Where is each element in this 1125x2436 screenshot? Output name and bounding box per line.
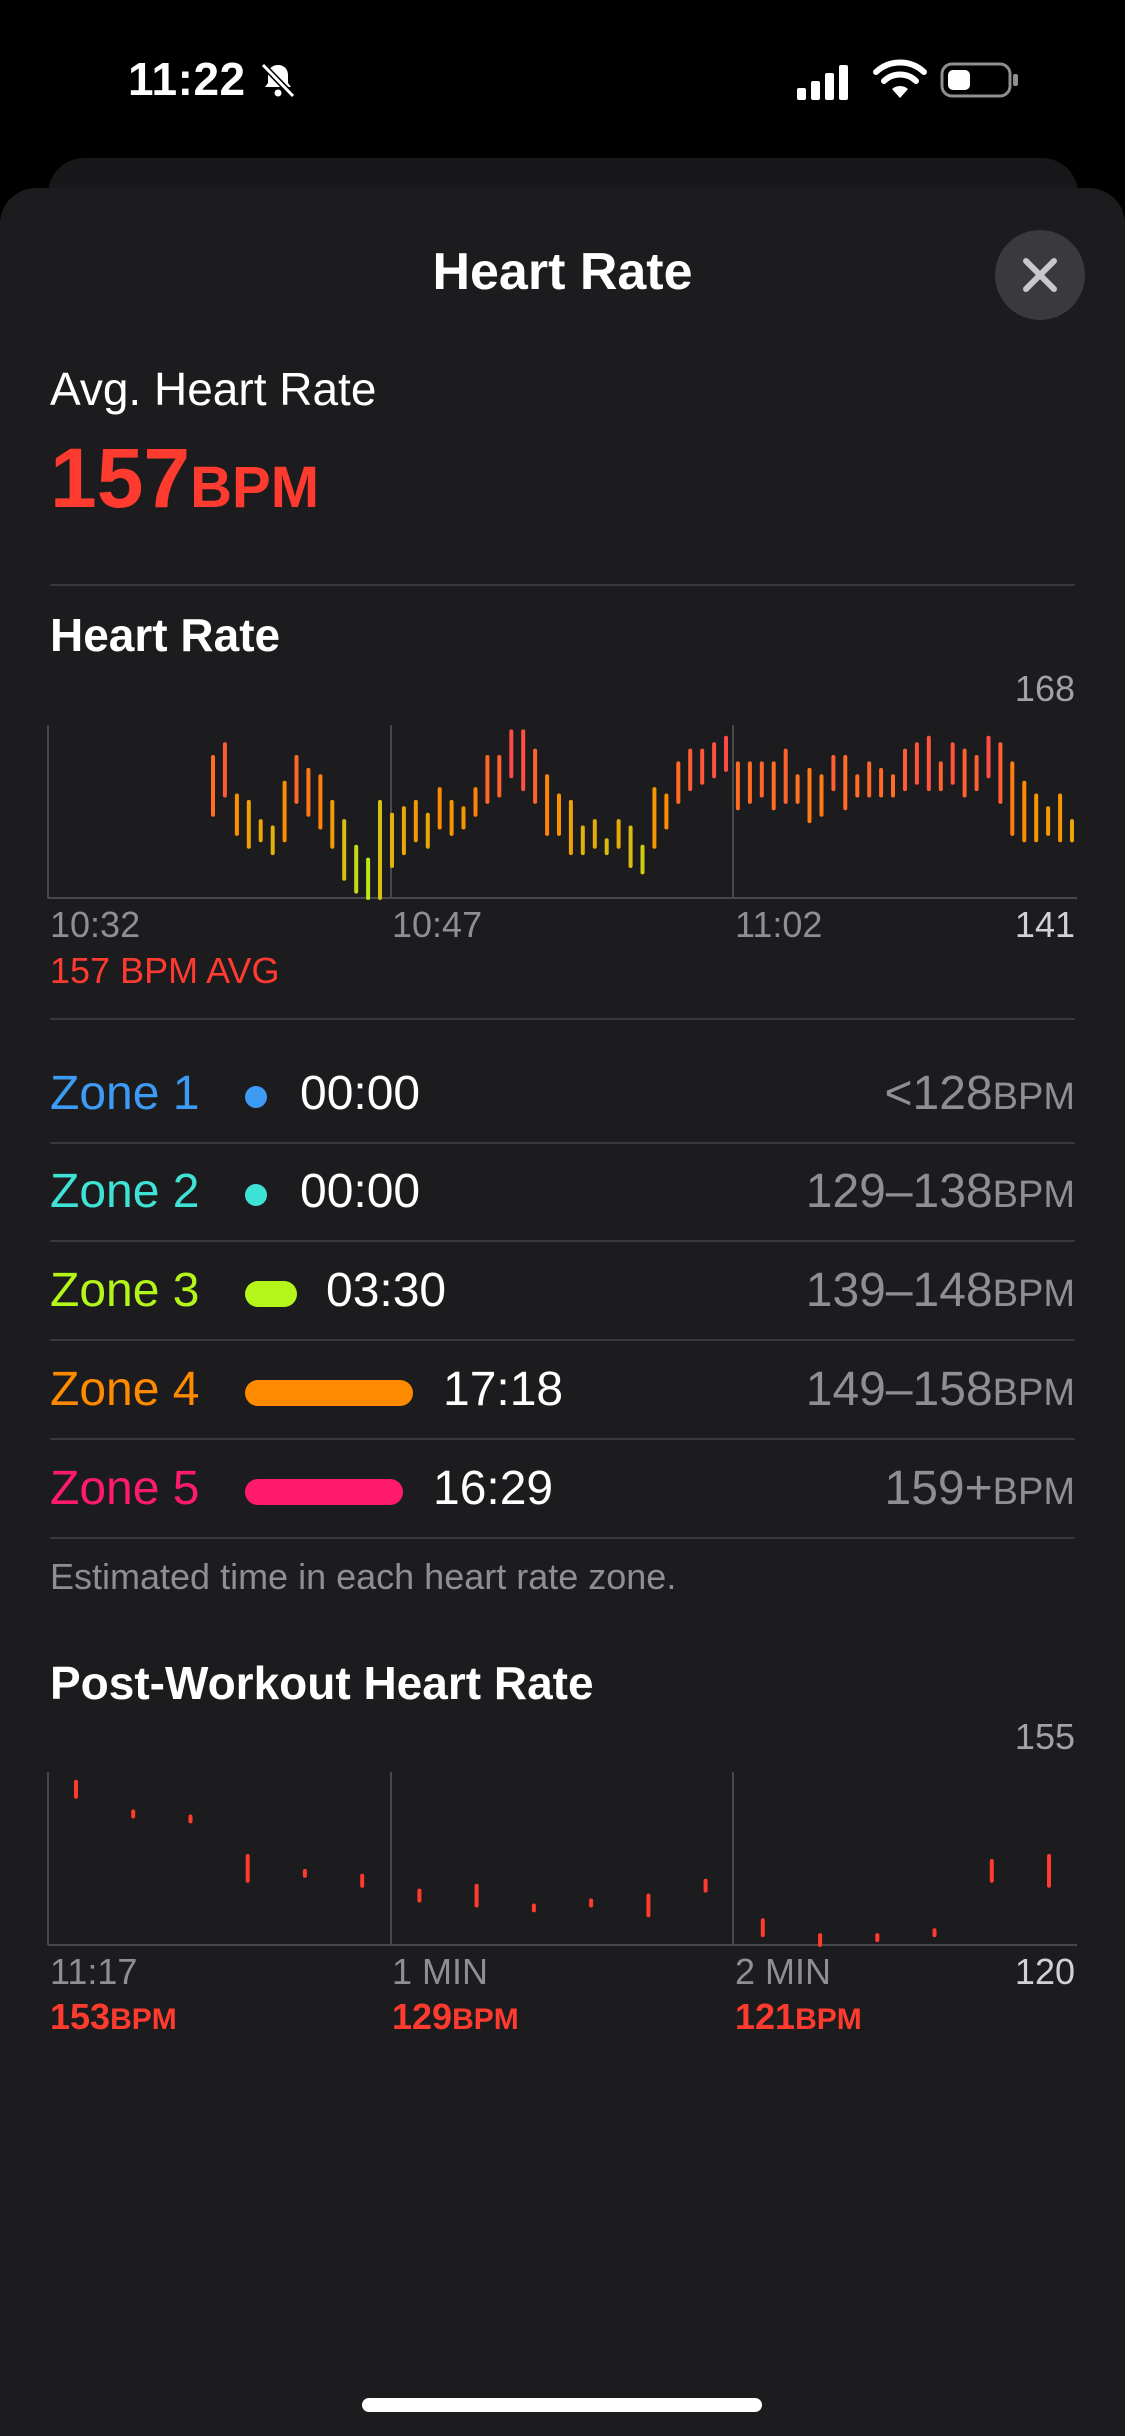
zone-range-unit: BPM [992,1372,1075,1414]
post-value-unit: BPM [452,2003,519,2036]
divider [50,584,1075,586]
zone-row-4: Zone 4 17:18 149–158BPM [50,1342,1075,1440]
post-x-label-3: 2 MIN [735,1951,832,1992]
zone-row-3: Zone 3 03:30 139–148BPM [50,1243,1075,1341]
avg-value-unit: BPM [190,455,320,520]
post-x-label-2: 1 MIN [392,1951,489,1992]
post-workout-chart [47,1772,1077,1947]
post-value-unit: BPM [110,2003,177,2036]
divider [50,1240,1075,1242]
post-value-number: 121 [735,1996,796,2037]
status-bar: 11:22 [0,0,1125,160]
zone-name: Zone 1 [50,1067,200,1120]
zone-range-unit: BPM [992,1076,1075,1118]
status-time: 11:22 [128,53,246,105]
avg-heart-rate-label: Avg. Heart Rate [50,363,377,415]
modal-sheet [0,188,1125,2436]
zone-range-unit: BPM [992,1273,1075,1315]
zone-range-value: 139–148 [805,1264,993,1317]
divider [50,1438,1075,1440]
zone-time: 16:29 [433,1462,554,1515]
post-value-3: 121BPM [735,1996,862,2038]
divider [50,1142,1075,1144]
bell-muted-icon [260,62,296,99]
zone-range-value: <128 [884,1067,993,1120]
zone-indicator [245,1281,297,1307]
zone-time: 00:00 [300,1067,421,1120]
hr-x-label-1: 10:32 [50,904,141,945]
post-y-min-label: 120 [1014,1951,1075,1992]
post-chart-title: Post-Workout Heart Rate [50,1657,594,1709]
zone-name: Zone 2 [50,1165,200,1218]
zone-note: Estimated time in each heart rate zone. [50,1556,677,1597]
zone-time: 00:00 [300,1165,421,1218]
zone-range-unit: BPM [992,1174,1075,1216]
post-value-2: 129BPM [392,1996,519,2038]
zone-name: Zone 3 [50,1264,200,1317]
zone-name: Zone 4 [50,1363,200,1416]
zone-range: 139–148BPM [806,1263,1075,1318]
post-value-unit: BPM [795,2003,862,2036]
zone-range-unit: BPM [992,1471,1075,1513]
hr-y-max-label: 168 [1014,668,1075,709]
zone-indicator [245,1479,403,1505]
sheet-title: Heart Rate [432,243,693,301]
zone-name: Zone 5 [50,1462,200,1515]
zone-indicator [245,1086,267,1108]
cellular-signal-icon [797,65,848,100]
post-y-max-label: 155 [1014,1716,1075,1757]
hr-x-label-3: 11:02 [735,904,823,945]
divider [50,1537,1075,1539]
zone-range-value: 149–158 [805,1363,993,1416]
close-button[interactable] [995,230,1085,320]
avg-heart-rate-value: 157BPM [50,430,319,527]
zone-range-value: 129–138 [805,1165,993,1218]
post-x-label-1: 11:17 [50,1951,138,1992]
close-icon [1023,258,1057,292]
zone-row-5: Zone 5 16:29 159+BPM [50,1441,1075,1539]
zone-range: 159+BPM [885,1461,1075,1516]
zone-range-value: 159+ [884,1462,993,1515]
battery-icon [940,62,1018,98]
hr-y-min-label: 141 [1014,904,1075,945]
zone-indicator [245,1380,413,1406]
zone-indicator [245,1184,267,1206]
hr-x-label-2: 10:47 [392,904,483,945]
avg-value-number: 157 [50,431,191,525]
zone-time: 17:18 [443,1363,564,1416]
divider [50,1339,1075,1341]
zone-row-1: Zone 1 00:00 <128BPM [50,1046,1075,1144]
zone-range: 149–158BPM [806,1362,1075,1417]
zone-range: 129–138BPM [806,1164,1075,1219]
zone-time: 03:30 [326,1264,447,1317]
wifi-icon [873,59,927,98]
post-value-number: 153 [50,1996,111,2037]
hr-avg-caption: 157 BPM AVG [50,950,280,991]
divider [50,1018,1075,1020]
post-value-1: 153BPM [50,1996,177,2038]
zone-row-2: Zone 2 00:00 129–138BPM [50,1144,1075,1242]
post-value-number: 129 [392,1996,453,2037]
hr-chart-title: Heart Rate [50,609,281,661]
home-indicator[interactable] [362,2398,762,2412]
heart-rate-chart [47,725,1077,900]
zone-range: <128BPM [885,1066,1075,1121]
